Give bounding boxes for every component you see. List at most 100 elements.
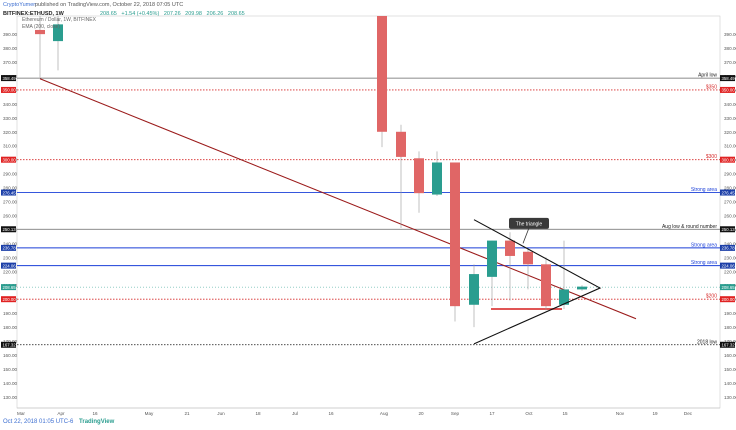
time-tick-label: 16	[92, 411, 98, 416]
price-tag-right-text: 208.65	[722, 285, 736, 290]
level-label: $300	[706, 154, 717, 160]
price-tag-left-text: 200.00	[3, 297, 17, 302]
price-tick-label-left: 160.00	[3, 353, 17, 358]
price-tick-label-left: 220.00	[3, 269, 17, 274]
legend-indicator: EMA (200, close)	[22, 24, 60, 30]
callout-box	[509, 217, 549, 229]
price-tick-label-left: 190.00	[3, 311, 17, 316]
price-tag-left	[1, 226, 16, 233]
price-tick-label: 280.00	[724, 186, 736, 191]
time-tick-label: May	[145, 411, 154, 416]
price-tag-right-text: 236.78	[722, 246, 736, 251]
level-label: $200	[706, 294, 717, 300]
price-tag-right	[720, 86, 735, 93]
price-tag-right	[720, 156, 735, 163]
candle-body	[577, 286, 587, 290]
price-tag-right	[720, 341, 735, 348]
level-label: Strong area	[691, 187, 717, 193]
plot-area	[16, 15, 721, 409]
price-tick-label: 330.00	[724, 116, 736, 121]
candle-body	[35, 29, 45, 35]
level-label: Strong area	[691, 260, 717, 266]
symbol-label: BITFINEX:ETHUSD, 1W	[3, 11, 64, 17]
footer-timestamp: Oct 22, 2018 01:05 UTC-6	[3, 419, 74, 425]
price-tick-label: 130.00	[724, 395, 736, 400]
price-tick-label-left: 310.00	[3, 144, 17, 149]
price-tick-label-left: 320.00	[3, 130, 17, 135]
ohlc-readout: 208.65 +1.54 (+0.45%) 207.26 209.98 206.…	[100, 11, 248, 17]
price-tick-label-left: 370.00	[3, 60, 17, 65]
ohlc-open: 208.65	[100, 11, 117, 17]
price-tick-label-left: 390.00	[3, 32, 17, 37]
price-tick-label-left: 340.00	[3, 102, 17, 107]
price-tick-label-left: 270.00	[3, 200, 17, 205]
price-tick-label: 170.00	[724, 339, 736, 344]
price-tick-label: 160.00	[724, 353, 736, 358]
price-tag-left	[1, 284, 16, 291]
legend-title: Ethereum / Dollar, 1W, BITFINEX	[22, 17, 97, 23]
time-tick-label: 21	[184, 411, 190, 416]
time-tick-label: Jul	[292, 411, 298, 416]
price-tick-label: 340.00	[724, 102, 736, 107]
time-axis: Mar Apr 16 May 21 Jun 18 Jul 16 Aug 20 Sep 17 Oct 15 No…	[17, 407, 720, 416]
level-label: April low	[698, 73, 717, 79]
price-tick-label-left: 330.00	[3, 116, 17, 121]
candle-body	[396, 131, 406, 157]
time-tick-label: 19	[652, 411, 658, 416]
chart-footer: Oct 22, 2018 01:05 UTC-6 TradingView	[3, 419, 114, 425]
price-tag-right	[720, 244, 735, 251]
candle-body	[487, 240, 497, 277]
price-tag-left	[1, 262, 16, 269]
time-tick-label: 15	[562, 411, 568, 416]
price-tag-right-text: 358.49	[722, 76, 736, 81]
price-tick-label: 310.00	[724, 144, 736, 149]
time-tick-label: Nov	[616, 411, 625, 416]
candle-body	[432, 162, 442, 195]
price-tick-label: 290.00	[724, 172, 736, 177]
time-tick-label: 20	[418, 411, 424, 416]
time-tick-label: Oct	[525, 411, 533, 416]
price-tick-label-left: 150.00	[3, 367, 17, 372]
price-tag-right-text: 350.00	[722, 88, 736, 93]
price-tick-label: 150.00	[724, 367, 736, 372]
time-tick-label: Sep	[451, 411, 460, 416]
author-link[interactable]: CryptoYumen	[3, 2, 37, 8]
candle-body	[450, 162, 460, 307]
callout-pointer	[522, 227, 530, 244]
ohlc-l: 206.26	[206, 11, 224, 17]
price-tag-right-text: 224.06	[722, 263, 736, 268]
price-tag-right	[720, 226, 735, 233]
triangle-pattern	[473, 219, 602, 345]
price-tag-left	[1, 341, 16, 348]
price-tick-label: 230.00	[724, 255, 736, 260]
price-tick-label: 320.00	[724, 130, 736, 135]
price-tick-label: 140.00	[724, 381, 736, 386]
time-tick-label: 17	[489, 411, 495, 416]
price-tick-label-left: 240.00	[3, 241, 17, 246]
published-info: published on TradingView.com, October 22…	[35, 2, 184, 8]
time-tick-label: Apr	[57, 411, 65, 416]
price-tick-label-left: 180.00	[3, 325, 17, 330]
price-tick-label-left: 140.00	[3, 381, 17, 386]
price-tag-right	[720, 262, 735, 269]
price-tag-right-text: 200.00	[722, 297, 736, 302]
time-tick-label: Jun	[217, 411, 225, 416]
price-tag-left-text: 350.00	[3, 88, 17, 93]
price-tick-label: 370.00	[724, 60, 736, 65]
tradingview-logo: TradingView	[79, 419, 115, 425]
time-tick-label: 18	[255, 411, 261, 416]
price-tag-right	[720, 75, 735, 82]
candle-body	[559, 289, 569, 305]
price-tag-left	[1, 86, 16, 93]
price-tag-left-text: 236.78	[3, 246, 17, 251]
price-tag-right	[720, 189, 735, 196]
price-tick-label: 220.00	[724, 269, 736, 274]
price-tag-left	[1, 296, 16, 303]
price-tick-label-left: 230.00	[3, 255, 17, 260]
price-tag-left-text: 250.13	[3, 227, 17, 232]
ohlc-change: +1.54 (+0.45%)	[121, 11, 160, 17]
price-tag-left	[1, 156, 16, 163]
time-tick-label: Aug	[380, 411, 389, 416]
price-tick-label-left: 260.00	[3, 213, 17, 218]
